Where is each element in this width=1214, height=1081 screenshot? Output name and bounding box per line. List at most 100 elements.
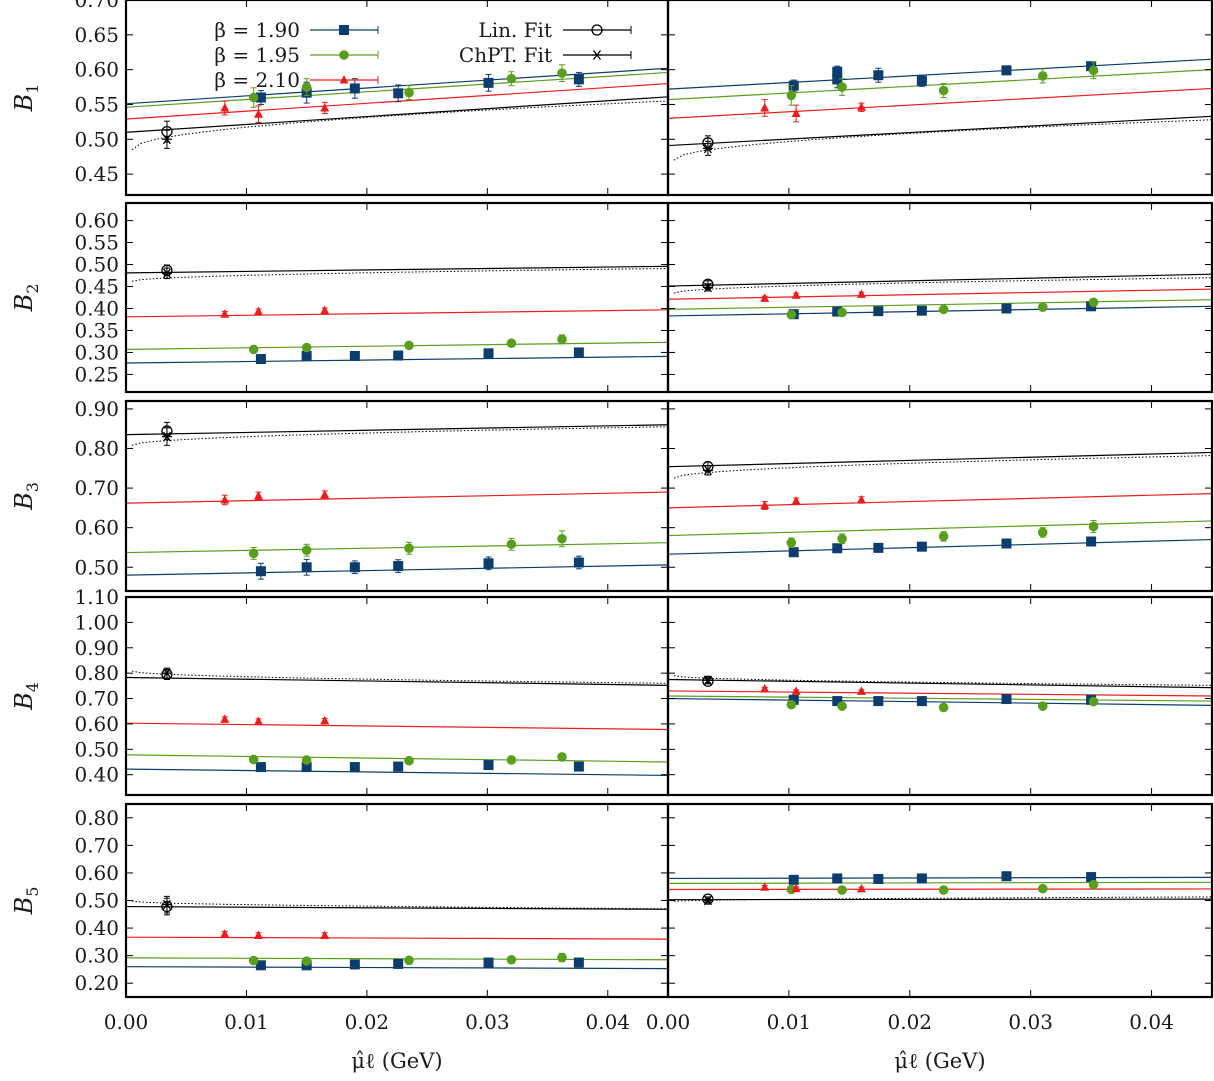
data-point xyxy=(393,761,404,772)
panel-frame xyxy=(666,595,1214,797)
data-point xyxy=(349,959,360,970)
data-point xyxy=(506,954,517,965)
data-point xyxy=(220,102,230,112)
legend-marker xyxy=(339,75,349,84)
x-tick-label: 0.02 xyxy=(888,1010,933,1034)
y-tick-label: 0.40 xyxy=(74,763,119,787)
data-point xyxy=(404,87,414,98)
data-point xyxy=(220,929,230,938)
data-point xyxy=(786,90,797,101)
y-tick-label: 0.30 xyxy=(74,340,119,364)
data-point xyxy=(349,350,360,361)
data-point xyxy=(1088,65,1099,76)
data-point xyxy=(301,350,312,361)
data-point xyxy=(938,702,949,713)
x-axis-label: μ̂ℓ (GeV) xyxy=(351,1049,442,1073)
fit-line xyxy=(668,898,1212,901)
y-axis-label-B2: B2 xyxy=(10,284,42,313)
y-axis-label-subscript: 3 xyxy=(23,482,42,492)
chpt-curve xyxy=(673,675,1212,686)
y-tick-label: 0.50 xyxy=(74,555,119,579)
plot-area xyxy=(668,451,1212,558)
data-point xyxy=(393,88,404,99)
chpt-fit-point xyxy=(161,268,172,279)
data-point xyxy=(557,952,567,963)
data-point xyxy=(1037,302,1048,312)
x-axis-label: μ̂ℓ (GeV) xyxy=(894,1049,985,1073)
data-point xyxy=(788,547,799,558)
data-point xyxy=(573,557,584,568)
data-point xyxy=(557,533,567,544)
y-tick-label: 0.70 xyxy=(74,476,119,500)
fit-line xyxy=(668,493,1212,509)
y-tick-label: 1.00 xyxy=(74,610,119,634)
data-point xyxy=(856,494,866,504)
data-point xyxy=(573,347,584,358)
panel-frame xyxy=(666,399,1214,593)
data-point xyxy=(301,545,312,556)
y-axis-label-B3: B3 xyxy=(10,482,42,511)
y-tick-label: 1.10 xyxy=(74,585,119,609)
fit-line xyxy=(668,881,1212,885)
data-point xyxy=(483,77,494,88)
data-point xyxy=(320,305,330,315)
plot-area xyxy=(126,421,668,580)
data-point xyxy=(791,686,801,695)
panel-frame xyxy=(666,802,1214,999)
data-point xyxy=(1086,872,1097,883)
data-point xyxy=(255,762,266,773)
panel-row3-col1: 0.50 0.60 0.70 0.80 0.90 xyxy=(74,397,670,593)
y-axis-label-B4: B4 xyxy=(10,682,42,711)
data-point xyxy=(1088,696,1099,707)
plot-area xyxy=(126,895,668,971)
data-point xyxy=(837,885,847,895)
y-tick-label: 0.80 xyxy=(74,806,119,830)
data-point xyxy=(320,930,330,940)
fit-line xyxy=(126,491,668,504)
data-point xyxy=(253,491,263,500)
data-point xyxy=(856,686,866,695)
y-tick-label: 0.80 xyxy=(74,661,119,685)
data-point xyxy=(832,74,843,85)
y-axis-label-subscript: 5 xyxy=(23,887,42,897)
y-tick-label: 0.45 xyxy=(74,162,119,186)
chpt-fit-point xyxy=(702,465,713,476)
data-point xyxy=(916,696,927,707)
data-point xyxy=(557,334,567,345)
y-tick-label: 0.55 xyxy=(74,231,119,255)
data-point xyxy=(255,92,266,103)
data-point xyxy=(856,102,866,111)
fit-line xyxy=(668,299,1212,310)
legend-label: β = 2.10 xyxy=(214,68,300,92)
legend-marker xyxy=(592,50,602,60)
data-point xyxy=(248,955,259,966)
data-point xyxy=(760,683,770,693)
data-point xyxy=(393,350,404,361)
data-point xyxy=(791,108,801,118)
chpt-fit-point xyxy=(702,675,713,686)
fit-line xyxy=(668,695,1212,702)
panel-row4-col1: 0.400.500.600.700.800.901.001.10 xyxy=(74,585,670,797)
data-point xyxy=(220,494,230,504)
panel-row3-col2 xyxy=(666,399,1214,593)
panel-frame xyxy=(666,0,1214,197)
data-point xyxy=(760,882,770,891)
fit-line xyxy=(126,96,668,133)
data-point xyxy=(248,92,259,103)
data-point xyxy=(573,957,584,968)
data-point xyxy=(938,304,949,315)
fit-line xyxy=(126,905,668,910)
fit-line xyxy=(668,697,1212,706)
fit-line xyxy=(668,69,1212,101)
data-point xyxy=(301,82,312,92)
fit-line xyxy=(126,341,668,350)
legend-marker xyxy=(591,24,603,36)
data-point xyxy=(404,955,414,966)
data-point xyxy=(832,873,843,884)
data-point xyxy=(506,755,517,765)
y-tick-label: 0.70 xyxy=(74,687,119,711)
x-tick-label: 0.00 xyxy=(104,1010,149,1034)
x-tick-label: 0.03 xyxy=(465,1010,510,1034)
y-tick-label: 0.40 xyxy=(74,296,119,320)
